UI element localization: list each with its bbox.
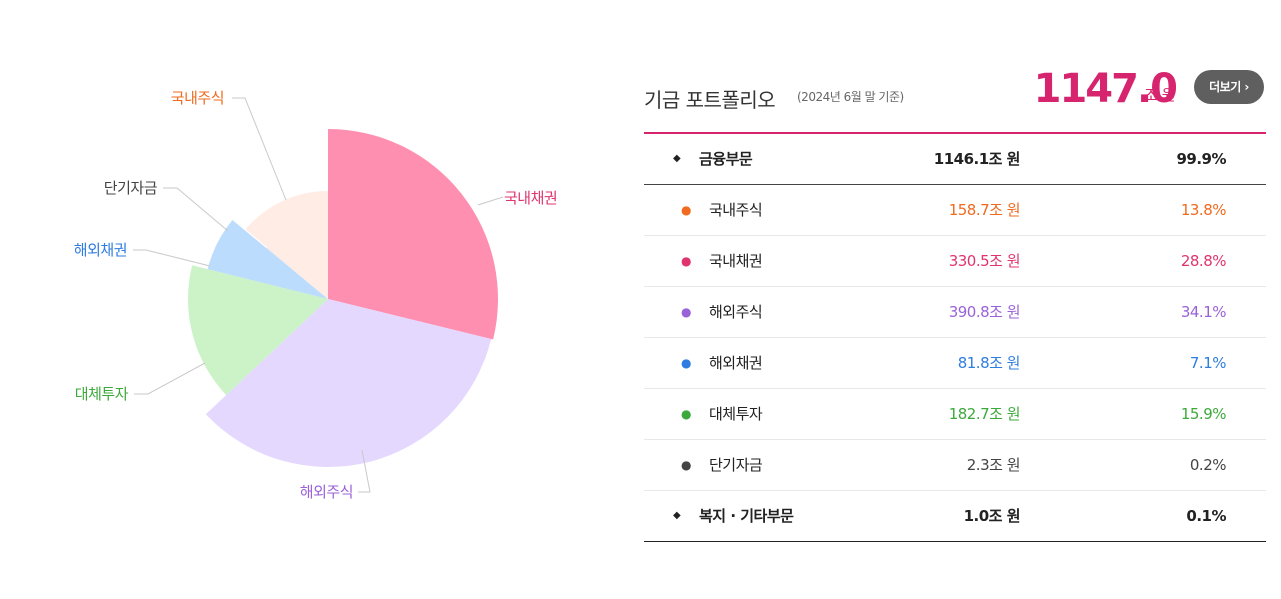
slice-label: 해외채권	[74, 241, 127, 259]
row-marker-icon: ●	[681, 407, 692, 421]
row-name: 단기자금	[709, 456, 763, 474]
table-row: ◆ 금융부문 1146.1조 원 99.9%	[644, 134, 1266, 185]
row-amount: 1146.1조 원	[933, 150, 1021, 168]
pie-slice	[207, 220, 328, 299]
slice-label: 국내채권	[504, 189, 557, 207]
row-name: 국내채권	[709, 252, 763, 270]
portfolio-panel: 기금 포트폴리오 (2024년 6월 말 기준) 1147.0 조 원 더보기 …	[644, 64, 1266, 542]
row-percent: 13.8%	[1180, 201, 1227, 219]
total-unit: 조 원	[1144, 86, 1175, 104]
row-percent: 99.9%	[1176, 150, 1226, 168]
row-percent: 34.1%	[1180, 303, 1227, 321]
leader-line	[133, 249, 211, 267]
more-button[interactable]: 더보기 ›	[1194, 70, 1264, 104]
row-marker-icon: ●	[681, 458, 692, 472]
panel-header: 기금 포트폴리오 (2024년 6월 말 기준) 1147.0 조 원 더보기 …	[644, 64, 1266, 134]
row-marker-icon: ●	[681, 254, 692, 268]
leader-line	[232, 97, 287, 201]
leader-line	[358, 449, 371, 493]
row-percent: 0.1%	[1186, 507, 1226, 525]
pie-slice	[328, 129, 498, 340]
leader-line	[134, 362, 206, 395]
row-percent: 0.2%	[1189, 456, 1227, 474]
row-name: 국내주식	[709, 201, 763, 219]
row-amount: 390.8조 원	[948, 303, 1021, 321]
table-row: ◆ 복지 · 기타부문 1.0조 원 0.1%	[644, 491, 1266, 542]
row-amount: 2.3조 원	[966, 456, 1021, 474]
row-amount: 330.5조 원	[948, 252, 1021, 270]
total-amount: 1147.0	[1033, 66, 1178, 112]
row-marker-icon: ●	[681, 305, 692, 319]
panel-subtitle: (2024년 6월 말 기준)	[797, 90, 904, 104]
table-row: ● 대체투자 182.7조 원 15.9%	[644, 389, 1266, 440]
pie-slice	[188, 265, 328, 396]
table-row: ● 단기자금 2.3조 원 0.2%	[644, 440, 1266, 491]
row-percent: 28.8%	[1180, 252, 1227, 270]
portfolio-table: ◆ 금융부문 1146.1조 원 99.9% ● 국내주식 158.7조 원 13.8% ● 국내…	[644, 134, 1266, 542]
row-marker-icon: ◆	[673, 153, 681, 164]
row-percent: 7.1%	[1189, 354, 1227, 372]
pie-slice	[266, 247, 328, 299]
row-amount: 158.7조 원	[948, 201, 1021, 219]
table-row: ● 해외주식 390.8조 원 34.1%	[644, 287, 1266, 338]
row-name: 금융부문	[699, 150, 753, 168]
row-marker-icon: ◆	[673, 510, 681, 521]
row-name: 해외주식	[709, 303, 763, 321]
slice-label: 단기자금	[104, 179, 158, 197]
slice-label: 해외주식	[300, 483, 353, 501]
leader-line	[477, 196, 504, 206]
row-marker-icon: ●	[681, 356, 692, 370]
slice-label: 대체투자	[75, 385, 129, 403]
row-percent: 15.9%	[1180, 405, 1227, 423]
row-amount: 182.7조 원	[948, 405, 1021, 423]
row-amount: 81.8조 원	[957, 354, 1021, 372]
table-row: ● 국내채권 330.5조 원 28.8%	[644, 236, 1266, 287]
panel-title: 기금 포트폴리오	[644, 88, 776, 112]
slice-label: 국내주식	[171, 89, 224, 107]
row-name: 해외채권	[709, 354, 763, 372]
pie-slice	[245, 191, 328, 299]
row-name: 복지 · 기타부문	[699, 507, 794, 525]
row-marker-icon: ●	[681, 203, 692, 217]
table-row: ● 해외채권 81.8조 원 7.1%	[644, 338, 1266, 389]
row-name: 대체투자	[709, 405, 763, 423]
pie-slice	[205, 299, 492, 468]
table-row: ● 국내주식 158.7조 원 13.8%	[644, 185, 1266, 236]
leader-line	[163, 187, 229, 232]
row-amount: 1.0조 원	[963, 507, 1021, 525]
